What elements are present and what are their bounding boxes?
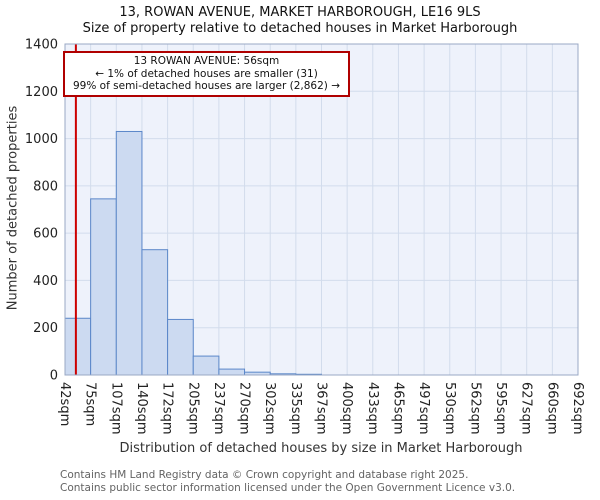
footer-copyright-line: Contains HM Land Registry data © Crown c… [60, 469, 469, 481]
svg-text:497sqm: 497sqm [416, 382, 431, 435]
svg-text:600: 600 [33, 227, 58, 242]
svg-text:302sqm: 302sqm [262, 382, 277, 435]
y-axis-label: Number of detached properties [5, 105, 21, 311]
svg-text:465sqm: 465sqm [390, 382, 405, 435]
svg-text:595sqm: 595sqm [493, 382, 508, 435]
svg-text:433sqm: 433sqm [365, 382, 380, 435]
svg-text:270sqm: 270sqm [237, 382, 252, 435]
svg-text:400sqm: 400sqm [339, 382, 354, 435]
svg-text:562sqm: 562sqm [467, 382, 482, 435]
chart-title: 13, ROWAN AVENUE, MARKET HARBOROUGH, LE1… [119, 5, 481, 20]
svg-text:800: 800 [33, 179, 58, 194]
svg-text:172sqm: 172sqm [160, 382, 175, 435]
annotation-box: 13 ROWAN AVENUE: 56sqm ← 1% of detached … [63, 51, 351, 97]
svg-text:1400: 1400 [25, 38, 58, 53]
annotation-property-line: 13 ROWAN AVENUE: 56sqm [133, 55, 280, 67]
svg-text:400: 400 [33, 274, 58, 289]
svg-text:335sqm: 335sqm [288, 382, 303, 435]
svg-text:627sqm: 627sqm [519, 382, 534, 435]
chart-subtitle: Size of property relative to detached ho… [82, 21, 518, 36]
footer-licence-line: Contains public sector information licen… [60, 481, 516, 494]
svg-text:140sqm: 140sqm [134, 382, 149, 435]
svg-text:205sqm: 205sqm [185, 382, 200, 435]
svg-text:75sqm: 75sqm [83, 382, 98, 426]
svg-text:692sqm: 692sqm [570, 382, 585, 435]
annotation-smaller-line: ← 1% of detached houses are smaller (31) [95, 67, 318, 80]
svg-text:107sqm: 107sqm [108, 382, 123, 435]
svg-text:200: 200 [33, 321, 58, 336]
svg-text:42sqm: 42sqm [57, 382, 72, 426]
svg-text:367sqm: 367sqm [314, 382, 329, 435]
svg-text:1000: 1000 [25, 132, 58, 147]
x-axis-label: Distribution of detached houses by size … [119, 441, 523, 456]
svg-text:530sqm: 530sqm [442, 382, 457, 435]
footer: Contains HM Land Registry data © Crown c… [60, 469, 515, 494]
svg-text:1200: 1200 [25, 85, 58, 100]
annotation-larger-line: 99% of semi-detached houses are larger (… [73, 80, 341, 93]
svg-text:660sqm: 660sqm [544, 382, 559, 435]
svg-text:237sqm: 237sqm [211, 382, 226, 435]
svg-text:0: 0 [50, 369, 58, 384]
